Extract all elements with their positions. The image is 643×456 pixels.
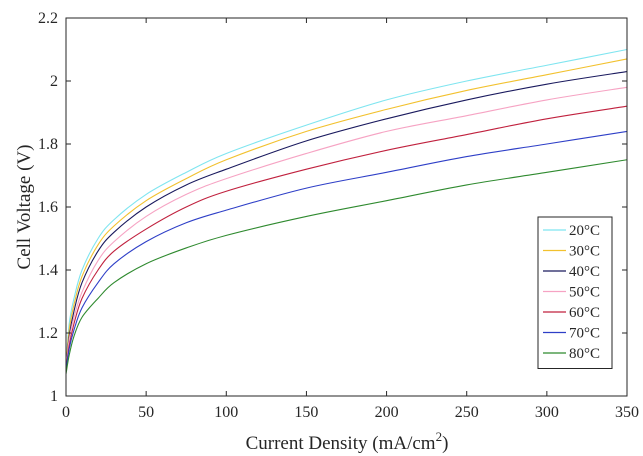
y-tick-label: 1.8 bbox=[38, 136, 58, 153]
legend-label: 50°C bbox=[569, 285, 600, 301]
series-line-3 bbox=[65, 86, 628, 368]
y-tick-label: 1.6 bbox=[38, 199, 58, 216]
x-tick-label: 350 bbox=[615, 404, 639, 421]
series-line-5 bbox=[65, 130, 628, 371]
legend-label: 80°C bbox=[569, 346, 600, 362]
x-tick-label: 50 bbox=[138, 404, 154, 421]
series-line-0 bbox=[65, 48, 628, 365]
series-line-6 bbox=[65, 159, 628, 375]
y-tick-label: 2 bbox=[50, 73, 58, 90]
ticks-group: 0 50 100 150 200 250 300 350 1 1.2 1.4 1.6 1.8 2 2.2 bbox=[38, 10, 639, 421]
x-tick-label: 100 bbox=[214, 404, 238, 421]
legend: 20°C 30°C 40°C 50°C 60°C 70°C 80°C bbox=[537, 216, 613, 369]
y-axis-label: Cell Voltage (V) bbox=[14, 145, 35, 270]
series-line-1 bbox=[65, 58, 628, 365]
x-tick-label: 200 bbox=[375, 404, 399, 421]
x-axis-label-suffix: ) bbox=[442, 433, 448, 454]
x-axis-label: Current Density (mA/cm2) bbox=[246, 429, 449, 454]
curves-group bbox=[65, 48, 628, 375]
legend-label: 70°C bbox=[569, 326, 600, 342]
legend-label: 30°C bbox=[569, 244, 600, 260]
series-line-2 bbox=[65, 71, 628, 368]
legend-box bbox=[537, 216, 613, 369]
y-tick-label: 2.2 bbox=[38, 10, 58, 27]
x-axis-label-superscript: 2 bbox=[436, 429, 443, 444]
legend-label: 40°C bbox=[569, 264, 600, 280]
y-tick-label: 1 bbox=[50, 388, 58, 405]
y-tick-label: 1.4 bbox=[38, 262, 58, 279]
x-tick-label: 250 bbox=[455, 404, 479, 421]
x-tick-label: 150 bbox=[294, 404, 318, 421]
series-line-4 bbox=[65, 105, 628, 371]
y-tick-label: 1.2 bbox=[38, 325, 58, 342]
x-tick-label: 0 bbox=[62, 404, 70, 421]
legend-label: 20°C bbox=[569, 223, 600, 239]
x-axis-label-main: Current Density (mA/cm bbox=[246, 433, 436, 454]
legend-label: 60°C bbox=[569, 305, 600, 321]
x-tick-label: 300 bbox=[535, 404, 559, 421]
